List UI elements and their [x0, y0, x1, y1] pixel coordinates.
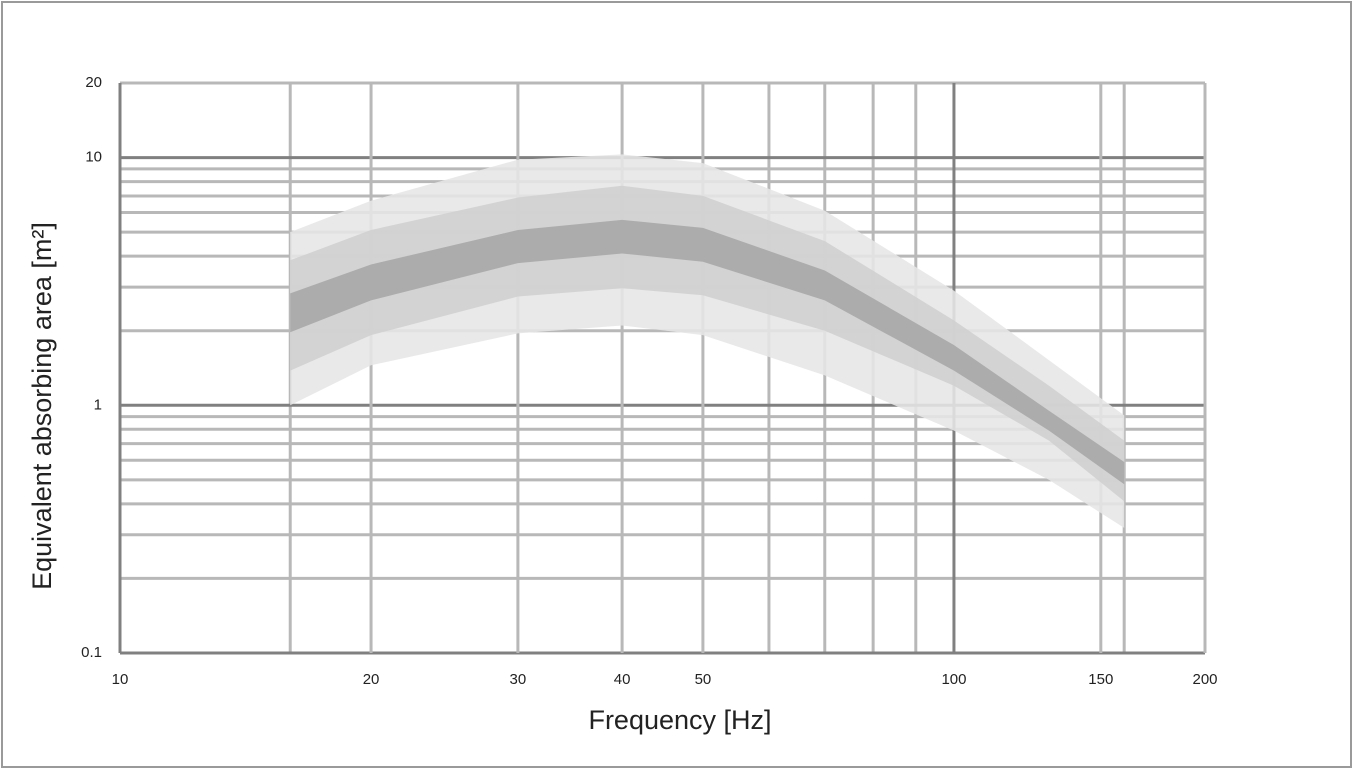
y-axis-title: Equivalent absorbing area [m²]	[27, 222, 57, 590]
y-tick-label: 1	[94, 396, 102, 413]
x-tick-label: 100	[941, 671, 966, 688]
x-tick-label: 10	[112, 671, 129, 688]
y-tick-label: 10	[85, 149, 102, 166]
y-tick-label: 20	[85, 74, 102, 91]
band-area	[290, 219, 1125, 485]
x-tick-label: 200	[1192, 671, 1217, 688]
x-tick-label: 40	[614, 671, 631, 688]
x-tick-label: 30	[510, 671, 527, 688]
bands	[290, 154, 1125, 528]
x-tick-label: 150	[1088, 671, 1113, 688]
y-tick-label: 0.1	[81, 644, 102, 661]
x-tick-label: 20	[363, 671, 380, 688]
labels: 0.1 1 10 20 10 20 30 40 50 100 150 200	[81, 74, 1217, 688]
x-axis-title: Frequency [Hz]	[588, 705, 771, 735]
x-tick-label: 50	[695, 671, 712, 688]
